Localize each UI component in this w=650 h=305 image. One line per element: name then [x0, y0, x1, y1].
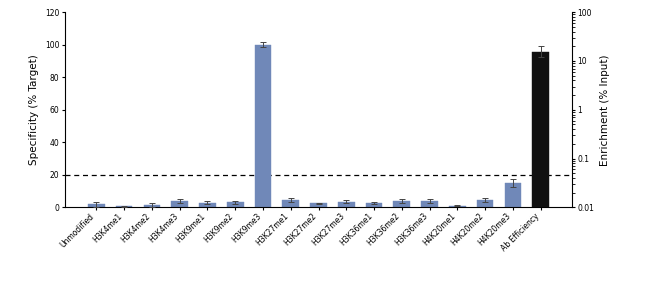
Bar [116, 206, 133, 207]
Bar [172, 201, 188, 207]
Y-axis label: Enrichment (% Input): Enrichment (% Input) [600, 54, 610, 166]
Bar [88, 204, 105, 207]
Bar [532, 52, 549, 305]
Bar [255, 45, 271, 207]
Bar [449, 206, 465, 207]
Bar [199, 203, 216, 207]
Bar [227, 202, 244, 207]
Bar [476, 200, 493, 207]
Bar [393, 201, 410, 207]
Bar [144, 205, 161, 207]
Y-axis label: Specificity (% Target): Specificity (% Target) [29, 54, 40, 165]
Bar [310, 203, 327, 207]
Bar [282, 200, 299, 207]
Bar [366, 203, 382, 207]
Bar [338, 202, 355, 207]
Bar [421, 201, 438, 207]
Bar [504, 183, 521, 207]
